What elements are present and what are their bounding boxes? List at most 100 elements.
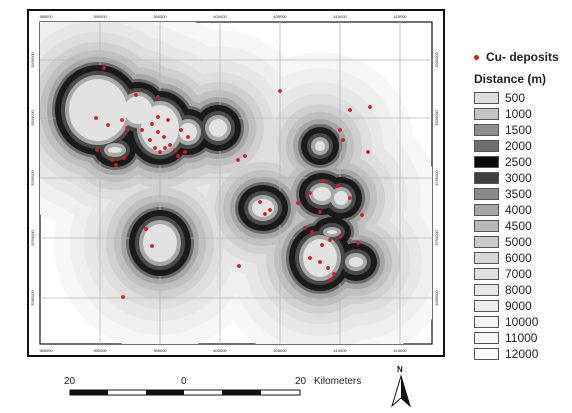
left-tick-label: 3295000 — [30, 169, 35, 185]
left-tick-label: 3285000 — [30, 289, 35, 305]
legend-swatch — [474, 140, 499, 152]
cu-deposit — [332, 272, 336, 276]
legend-swatch — [474, 348, 499, 360]
cu-deposit — [303, 226, 307, 230]
legend-class-label: 2000 — [505, 139, 532, 153]
top-tick-label: 405000 — [273, 14, 287, 19]
legend-class-15: 11000 — [470, 330, 570, 346]
top-tick-label: 415000 — [393, 14, 407, 19]
cu-deposit — [236, 158, 240, 162]
cu-deposit — [243, 154, 247, 158]
cu-deposit — [360, 213, 364, 217]
legend-swatch — [474, 108, 499, 120]
cu-deposit-points — [94, 66, 372, 299]
cu-deposit — [183, 150, 187, 154]
scale-bar-graphic — [69, 389, 301, 396]
cu-deposit — [278, 89, 282, 93]
cu-deposit — [125, 126, 129, 130]
legend-swatch — [474, 252, 499, 264]
deposit-symbol-icon — [474, 54, 479, 60]
cu-deposit — [162, 135, 166, 139]
legend-class-7: 4000 — [470, 202, 570, 218]
top-tick-label: 395000 — [153, 14, 167, 19]
cu-deposit — [158, 150, 162, 154]
bottom-tick-label: 395000 — [153, 348, 167, 353]
cu-deposit — [150, 122, 154, 126]
cu-deposit — [318, 210, 322, 214]
north-label: N — [397, 365, 403, 374]
cu-deposit — [122, 156, 126, 160]
legend-class-14: 10000 — [470, 314, 570, 330]
cu-deposit — [179, 128, 183, 132]
cu-deposit — [121, 295, 125, 299]
legend-class-10: 6000 — [470, 250, 570, 266]
bottom-tick-label: 400000 — [213, 348, 227, 353]
bottom-tick-label: 390000 — [93, 348, 107, 353]
cu-deposit — [94, 116, 98, 120]
legend-class-6: 3500 — [470, 186, 570, 202]
legend-swatch — [474, 156, 499, 168]
scale-unit: Kilometers — [314, 376, 362, 387]
legend-class-label: 3500 — [505, 187, 532, 201]
legend-swatch — [474, 204, 499, 216]
cu-deposit — [328, 278, 332, 282]
legend-deposit-label: Cu- deposits — [486, 50, 559, 64]
cu-deposit — [156, 115, 160, 119]
legend-class-3: 2000 — [470, 138, 570, 154]
legend-swatch — [474, 332, 499, 344]
cu-deposit — [308, 256, 312, 260]
legend-class-label: 3000 — [505, 171, 532, 185]
cu-deposit — [186, 135, 190, 139]
legend-class-12: 8000 — [470, 282, 570, 298]
top-tick-label: 390000 — [93, 14, 107, 19]
cu-deposit — [153, 146, 157, 150]
right-tick-label: 3300000 — [434, 109, 439, 125]
legend-class-2: 1500 — [470, 122, 570, 138]
cu-deposit — [173, 148, 177, 152]
legend-class-label: 2500 — [505, 155, 532, 169]
cu-deposit — [144, 227, 148, 231]
cu-deposit — [110, 158, 114, 162]
right-tick-label: 3295000 — [434, 169, 439, 185]
legend-class-label: 5000 — [505, 235, 532, 249]
cu-deposit — [166, 118, 170, 122]
top-tick-label: 385000 — [39, 14, 53, 19]
legend-class-16: 12000 — [470, 346, 570, 362]
legend-swatch — [474, 220, 499, 232]
right-tick-label: 3305000 — [434, 51, 439, 67]
coordinate-ticks: 385000 390000 395000 400000 405000 410000 4150… — [30, 14, 439, 353]
legend-swatch — [474, 172, 499, 184]
legend-swatch — [474, 92, 499, 104]
cu-deposit — [318, 260, 322, 264]
cu-deposit — [348, 108, 352, 112]
top-tick-label: 400000 — [213, 14, 227, 19]
cu-deposit — [163, 146, 167, 150]
cu-deposit — [106, 123, 110, 127]
cu-deposit — [176, 154, 180, 158]
cu-deposit — [310, 230, 314, 234]
legend-class-1: 1000 — [470, 106, 570, 122]
legend-classes: 500 1000 1500 2000 2500 3000 3500 4000 4500 5000 6… — [470, 90, 570, 362]
distance-zones-core — [55, 65, 377, 291]
legend-class-label: 11000 — [505, 331, 538, 345]
scale-bar: 20 0 20 Kilometers — [40, 372, 370, 402]
cu-deposit — [148, 138, 152, 142]
legend-swatch — [474, 316, 499, 328]
scale-label-left: 20 — [64, 376, 76, 387]
cu-deposit — [321, 179, 325, 183]
cu-deposit — [341, 138, 345, 142]
legend-swatch — [474, 300, 499, 312]
cu-deposit — [366, 150, 370, 154]
north-arrow-icon: N — [388, 365, 414, 408]
cu-deposit — [268, 208, 272, 212]
cu-deposit — [336, 184, 340, 188]
legend-swatch — [474, 188, 499, 200]
legend-class-label: 500 — [505, 91, 526, 105]
legend-class-0: 500 — [470, 90, 570, 106]
right-tick-label: 3290000 — [434, 229, 439, 245]
cu-deposit — [338, 234, 342, 238]
left-tick-label: 3305000 — [30, 51, 35, 67]
scale-label-middle: 0 — [181, 376, 187, 387]
legend-swatch — [474, 236, 499, 248]
right-tick-label: 3285000 — [434, 289, 439, 305]
